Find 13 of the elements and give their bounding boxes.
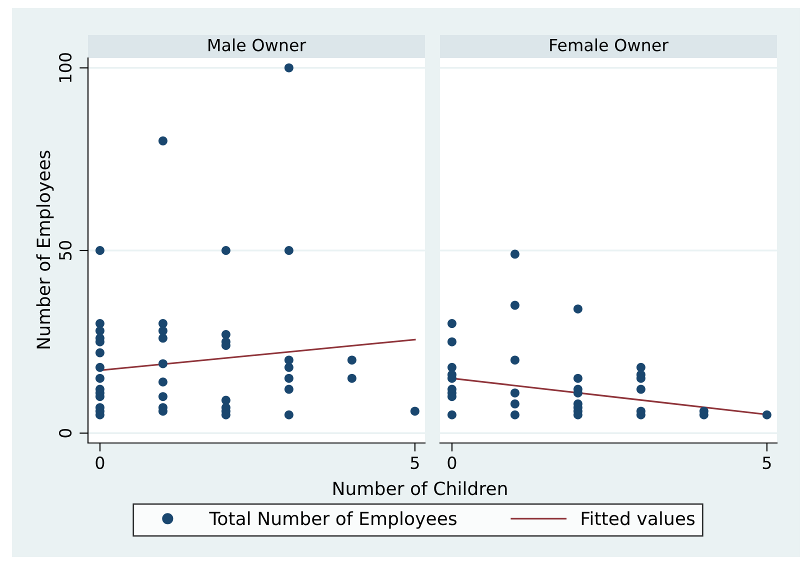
y-tick-label: 0 <box>58 428 72 438</box>
x-tick-label: 0 <box>96 456 104 470</box>
x-tick-label: 5 <box>762 456 771 470</box>
chart-title: Female Owner <box>550 38 668 52</box>
y-tick-label: 50 <box>58 241 72 260</box>
x-tick-label: 5 <box>410 456 419 470</box>
y-tick-label: 100 <box>58 53 72 82</box>
chart-title: Male Owner <box>208 38 306 52</box>
legend-label: Fitted values <box>582 511 695 526</box>
legend-label: Total Number of Employees <box>209 511 456 529</box>
x-tick-label: 0 <box>448 456 456 470</box>
x-axis-title: Number of Children <box>334 481 507 496</box>
y-axis-title: Number of Employees <box>36 150 54 348</box>
